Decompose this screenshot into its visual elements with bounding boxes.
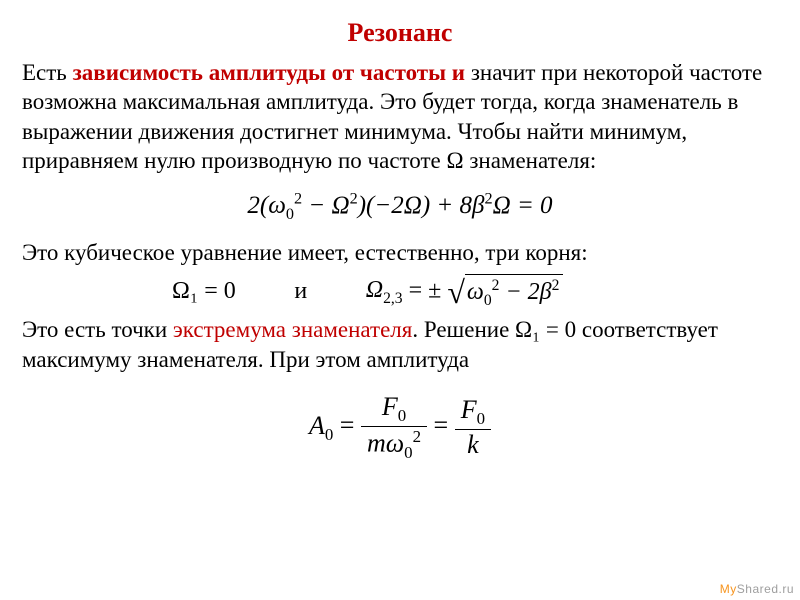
- root-omega23-eq: = ±: [409, 277, 442, 303]
- equals-2: =: [434, 411, 455, 440]
- paragraph-3: Это есть точки экстремума знаменателя. Р…: [22, 315, 778, 374]
- fraction-F0-k: F0 k: [455, 395, 491, 460]
- root-omega23: Ω2,3 = ± √ ω02 − 2β2: [366, 274, 564, 310]
- root-omega1: Ω₁ = 0: [172, 278, 236, 305]
- para3-pre: Это есть точки: [22, 317, 173, 342]
- root-omega1-text: Ω₁ = 0: [172, 278, 236, 304]
- frac1-num: F0: [361, 392, 427, 426]
- slide-title: Резонанс: [22, 18, 778, 48]
- roots-row: Ω₁ = 0 и Ω2,3 = ± √ ω02 − 2β2: [22, 274, 778, 310]
- root-omega23-lhs: Ω2,3: [366, 277, 403, 303]
- equation-amplitude: A0 = F0 mω02 = F0 k: [22, 392, 778, 463]
- frac2-num: F0: [455, 395, 491, 429]
- fraction-F0-mw02: F0 mω02: [361, 392, 427, 463]
- para1-pre: Есть: [22, 60, 73, 85]
- sqrt-icon: √ ω02 − 2β2: [447, 274, 563, 310]
- paragraph-1: Есть зависимость амплитуды от частоты и …: [22, 58, 778, 176]
- watermark-my: Мy: [720, 582, 737, 596]
- equation-derivative: 2(ω02 − Ω2)(−2Ω) + 8β2Ω = 0: [22, 190, 778, 224]
- equals-1: =: [340, 411, 361, 440]
- frac2-den: k: [455, 429, 491, 460]
- roots-connector: и: [236, 278, 366, 305]
- radical-symbol: √: [447, 276, 465, 312]
- para3-highlight: экстремума знаменателя: [173, 317, 412, 342]
- root-omega23-sub: 2,3: [383, 290, 403, 307]
- paragraph-2: Это кубическое уравнение имеет, естестве…: [22, 238, 778, 267]
- slide-page: Резонанс Есть зависимость амплитуды от ч…: [0, 0, 800, 600]
- frac1-den: mω02: [361, 426, 427, 463]
- A0-lhs: A0: [309, 411, 333, 440]
- para1-highlight: зависимость амплитуды от частоты и: [73, 60, 466, 85]
- radicand: ω02 − 2β2: [465, 274, 564, 310]
- equation-derivative-text: 2(ω02 − Ω2)(−2Ω) + 8β2Ω = 0: [247, 192, 552, 219]
- watermark: МyShared.ru: [720, 582, 794, 596]
- watermark-shared: Shared.ru: [737, 582, 794, 596]
